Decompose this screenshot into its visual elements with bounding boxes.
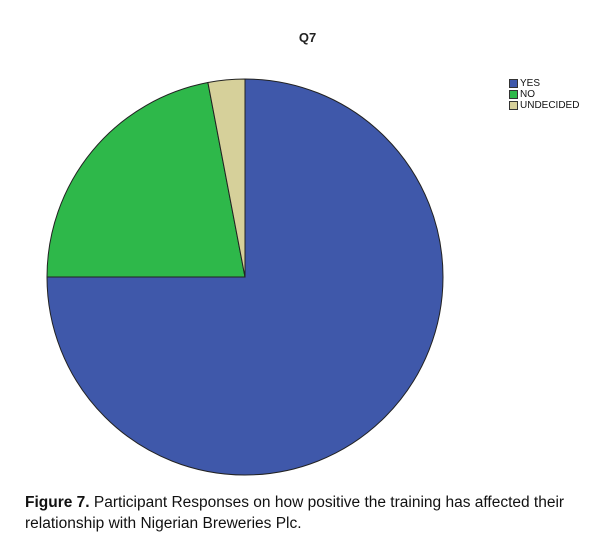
chart-title: Q7	[298, 30, 317, 45]
pie-slice-no	[46, 81, 246, 278]
pie-slice-yes	[46, 78, 444, 476]
legend-item-yes: YES	[509, 78, 579, 89]
legend-item-undecided: UNDECIDED	[509, 100, 579, 111]
figure-caption: Figure 7. Participant Responses on how p…	[25, 492, 610, 534]
caption-text: Participant Responses on how positive th…	[25, 494, 565, 532]
legend-item-no: NO	[509, 89, 579, 100]
legend-swatch	[509, 90, 518, 99]
legend-swatch	[509, 101, 518, 110]
caption-label: Figure 7.	[25, 494, 90, 511]
pie-slice-undecided	[207, 78, 246, 278]
legend-label: NO	[520, 89, 535, 100]
legend-label: UNDECIDED	[520, 100, 580, 111]
legend-swatch	[509, 79, 518, 88]
legend: YES NO UNDECIDED	[509, 78, 579, 111]
legend-label: YES	[520, 78, 541, 89]
